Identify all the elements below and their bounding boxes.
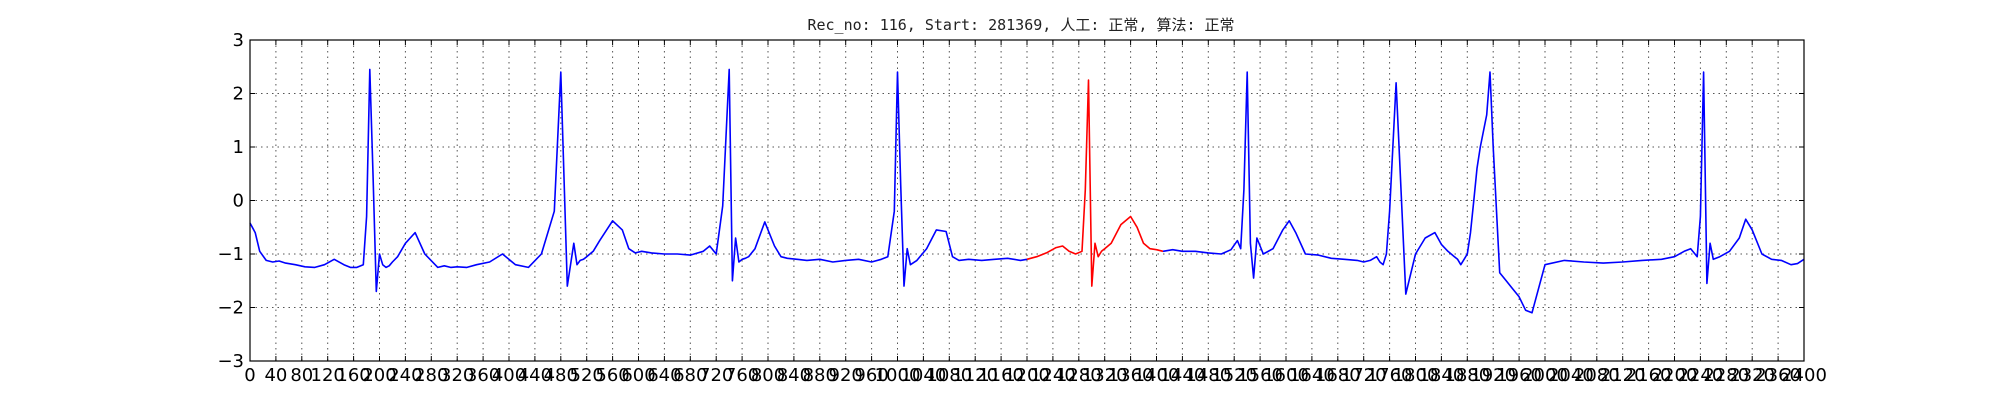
x-tick-label: 160	[336, 365, 370, 386]
x-tick-label: 720	[699, 365, 733, 386]
y-tick-label: 1	[233, 137, 244, 158]
x-tick-label: 1040	[900, 365, 946, 386]
x-tick-label: 1680	[1315, 365, 1361, 386]
x-tick-label: 1360	[1108, 365, 1154, 386]
x-tick-label: 760	[725, 365, 759, 386]
x-tick-label: 880	[803, 365, 837, 386]
ecg-series-line-1	[249, 68, 1028, 293]
x-tick-label: 1000	[875, 365, 921, 386]
y-tick-label: −1	[217, 244, 244, 265]
x-tick-label: 2200	[1652, 365, 1698, 386]
x-tick-label: 440	[518, 365, 552, 386]
x-tick-label: 2040	[1548, 365, 1594, 386]
y-tick-labels: 3 2 1 0 −1 −2 −3	[217, 30, 244, 372]
y-tick-label: 0	[233, 191, 244, 212]
x-tick-label: 320	[440, 365, 474, 386]
series-layer	[249, 68, 1805, 314]
x-tick-label: 360	[466, 365, 500, 386]
x-tick-label: 840	[777, 365, 811, 386]
x-tick-label: 640	[647, 365, 681, 386]
x-tick-label: 1560	[1237, 365, 1283, 386]
x-tick-label: 1880	[1444, 365, 1490, 386]
x-tick-label: 1080	[926, 365, 972, 386]
x-tick-label: 1160	[978, 365, 1024, 386]
y-tick-label: 3	[233, 30, 244, 51]
x-tick-label: 920	[829, 365, 863, 386]
x-tick-label: 2400	[1781, 365, 1827, 386]
x-tick-label: 1200	[1004, 365, 1050, 386]
x-tick-label: 2360	[1755, 365, 1801, 386]
x-tick-label: 1840	[1418, 365, 1464, 386]
x-tick-label: 2240	[1677, 365, 1723, 386]
x-tick-label: 560	[595, 365, 629, 386]
x-tick-label: 2120	[1600, 365, 1646, 386]
x-tick-label: 80	[290, 365, 313, 386]
x-tick-labels: 0 40 8012016020024028032036040044048052056…	[244, 365, 1827, 386]
x-tick-label: 240	[388, 365, 422, 386]
x-tick-label: 1960	[1496, 365, 1542, 386]
y-tick-label: −2	[217, 298, 244, 319]
x-tick-label: 40	[264, 365, 287, 386]
x-tick-label: 1400	[1134, 365, 1180, 386]
ecg-series-line-2	[1026, 79, 1164, 287]
x-tick-label: 480	[544, 365, 578, 386]
x-tick-label: 960	[854, 365, 888, 386]
x-tick-label: 2000	[1522, 365, 1568, 386]
x-tick-label: 1280	[1056, 365, 1102, 386]
x-tick-label: 0	[244, 365, 255, 386]
x-tick-label: 680	[673, 365, 707, 386]
y-tick-label: 2	[233, 84, 244, 105]
x-tick-label: 1520	[1211, 365, 1257, 386]
x-tick-label: 1320	[1082, 365, 1128, 386]
x-tick-label: 1240	[1030, 365, 1076, 386]
x-tick-label: 1720	[1341, 365, 1387, 386]
x-tick-label: 1920	[1470, 365, 1516, 386]
ecg-series-line-3	[1162, 71, 1805, 314]
x-tick-label: 1440	[1159, 365, 1205, 386]
x-tick-label: 2080	[1574, 365, 1620, 386]
x-tick-label: 200	[362, 365, 396, 386]
x-tick-label: 1800	[1393, 365, 1439, 386]
axis-ticks	[249, 39, 1805, 362]
x-tick-label: 1480	[1185, 365, 1231, 386]
y-tick-label: −3	[217, 351, 244, 372]
x-tick-label: 2320	[1729, 365, 1775, 386]
x-tick-label: 1760	[1367, 365, 1413, 386]
x-tick-label: 2160	[1626, 365, 1672, 386]
x-tick-label: 1600	[1263, 365, 1309, 386]
x-tick-label: 520	[570, 365, 604, 386]
x-tick-label: 2280	[1703, 365, 1749, 386]
chart-title: Rec_no: 116, Start: 281369, 人工: 正常, 算法: …	[807, 16, 1234, 34]
x-tick-label: 1120	[952, 365, 998, 386]
grid	[250, 40, 1804, 361]
x-tick-label: 280	[414, 365, 448, 386]
x-tick-label: 1640	[1289, 365, 1335, 386]
x-tick-label: 800	[751, 365, 785, 386]
x-tick-label: 600	[621, 365, 655, 386]
x-tick-label: 400	[492, 365, 526, 386]
x-tick-label: 120	[311, 365, 345, 386]
